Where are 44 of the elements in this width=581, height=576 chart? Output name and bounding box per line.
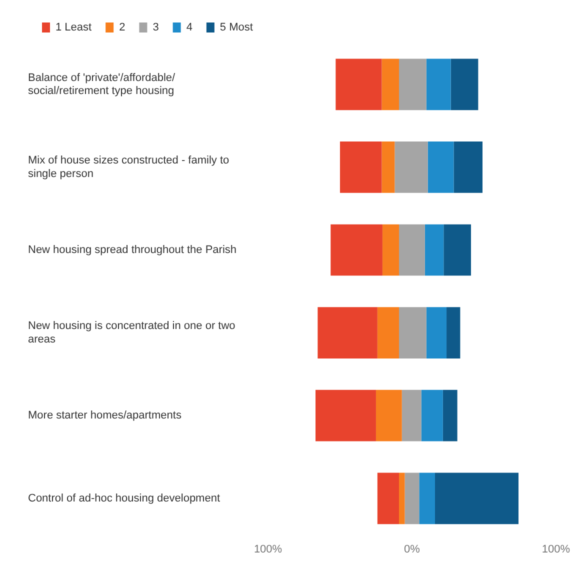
y-tick-label: New housing spread throughout the Parish <box>28 244 237 256</box>
bar <box>424 224 444 276</box>
legend-label: 1 Least <box>56 22 92 34</box>
y-tick-label: Balance of 'private'/affordable/ social/retirement type housing <box>28 72 176 98</box>
bar <box>442 390 458 442</box>
bar <box>377 307 400 358</box>
bar <box>446 307 460 358</box>
legend-label: 5 Most <box>220 22 253 34</box>
y-tick-label: More starter homes/apartments <box>28 410 182 422</box>
legend-label: 3 <box>152 22 159 34</box>
bar <box>318 307 378 358</box>
bar <box>382 224 400 276</box>
bar <box>336 58 382 110</box>
legend-label: 4 <box>186 22 192 34</box>
x-tick-label: 100% <box>254 543 282 556</box>
y-tick-label: Control of ad-hoc housing development <box>28 492 220 504</box>
x-tick-label: 0% <box>404 543 420 556</box>
bar <box>394 142 428 193</box>
bar <box>421 390 443 442</box>
bar <box>419 472 435 524</box>
bar <box>454 142 483 193</box>
bar <box>399 307 426 358</box>
bar <box>382 142 395 193</box>
bar <box>330 224 382 276</box>
bar <box>399 472 405 524</box>
bar <box>426 58 451 110</box>
bar <box>399 58 426 110</box>
bar <box>340 142 382 193</box>
y-tick-label: New housing is concentrated in one or two areas <box>28 320 236 346</box>
bar <box>450 58 478 110</box>
y-tick-label: Mix of house sizes constructed - family to single person <box>28 154 230 180</box>
bar <box>376 390 402 442</box>
bar <box>377 472 400 524</box>
legend-label: 2 <box>119 22 126 34</box>
bar <box>402 390 422 442</box>
bar <box>382 58 400 110</box>
x-tick-label: 100% <box>542 543 570 556</box>
bar <box>316 390 376 442</box>
bar <box>435 472 518 524</box>
bar <box>444 224 471 276</box>
bar <box>428 142 454 193</box>
bar <box>404 472 420 524</box>
bar <box>426 307 447 358</box>
bar <box>399 224 425 276</box>
